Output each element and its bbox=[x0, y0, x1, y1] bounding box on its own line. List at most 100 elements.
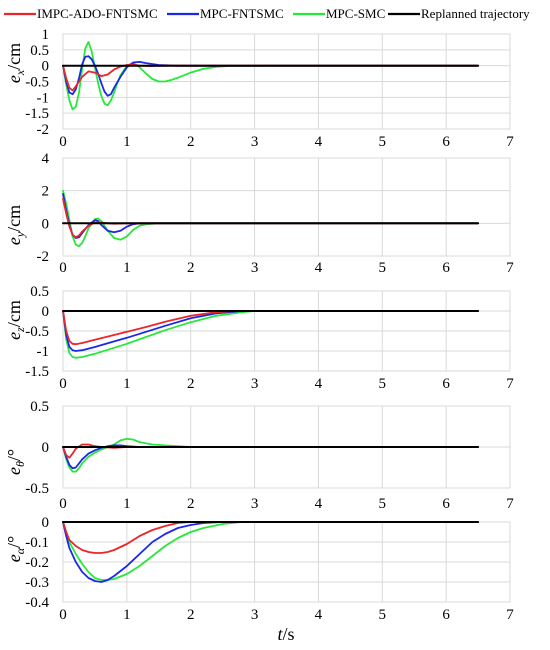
y-tick-label: -1 bbox=[37, 90, 50, 106]
x-tick-label: 6 bbox=[442, 260, 450, 276]
y-tick-label: 0 bbox=[42, 59, 50, 75]
y-tick-label: -0.2 bbox=[25, 555, 49, 571]
series-line-mpc-fntsmc bbox=[62, 193, 479, 239]
panel-1: 0 1 2 3 4 5 6 7 4 2 0 -2 ey/cm bbox=[4, 151, 514, 276]
x-tick-label: 1 bbox=[123, 607, 131, 623]
y-tick-label: 0 bbox=[42, 440, 50, 456]
x-tick-label: 7 bbox=[506, 260, 514, 276]
x-tick-label: 0 bbox=[59, 260, 67, 276]
y-tick-label: 0.5 bbox=[30, 43, 49, 59]
series-line-mpc-fntsmc bbox=[62, 310, 479, 352]
panel-4: 0 1 2 3 4 5 6 7 0 -0.1 -0.2 -0.3 -0.4 eα/° t/s bbox=[4, 515, 514, 644]
x-tick-label: 2 bbox=[187, 260, 195, 276]
x-tick-label: 2 bbox=[187, 134, 195, 150]
y-axis-label-unit: /cm bbox=[4, 205, 24, 232]
x-tick-label: 4 bbox=[315, 607, 323, 623]
y-tick-label: 0 bbox=[42, 216, 50, 232]
y-tick-label: 0 bbox=[42, 304, 50, 320]
y-axis-label-sub: α bbox=[13, 547, 27, 554]
y-tick-label: -0.5 bbox=[25, 481, 49, 497]
x-tick-label: 6 bbox=[442, 376, 450, 392]
x-tick-label: 6 bbox=[442, 134, 450, 150]
legend: IMPC-ADO-FNTSMC MPC-FNTSMC MPC-SMC Replanne… bbox=[4, 6, 530, 21]
y-axis-label-unit: /cm bbox=[4, 43, 24, 70]
x-tick-label: 4 bbox=[315, 496, 323, 512]
y-axis-label: eα/° bbox=[4, 536, 27, 563]
y-axis-label: ez/cm bbox=[4, 300, 27, 340]
x-tick-label: 7 bbox=[506, 376, 514, 392]
series-line-mpc-smc bbox=[62, 437, 479, 473]
y-tick-label: -1.5 bbox=[25, 106, 49, 122]
y-axis-label-main: e bbox=[4, 332, 24, 340]
y-axis-label-sub: x bbox=[13, 69, 27, 76]
legend-label-0: IMPC-ADO-FNTSMC bbox=[37, 6, 158, 21]
series-line-mpc-fntsmc bbox=[62, 55, 479, 97]
x-tick-label: 2 bbox=[187, 376, 195, 392]
x-tick-label: 7 bbox=[506, 496, 514, 512]
y-tick-label: 0.5 bbox=[30, 399, 49, 415]
y-axis-label-sub: z bbox=[13, 327, 27, 333]
x-tick-label: 1 bbox=[123, 260, 131, 276]
series-line-mpc-fntsmc bbox=[62, 521, 479, 583]
y-axis-label-sub: y bbox=[13, 231, 27, 238]
y-tick-label: -1.5 bbox=[25, 364, 49, 380]
y-axis-label-main: e bbox=[4, 237, 24, 245]
x-tick-label: 1 bbox=[123, 496, 131, 512]
y-tick-label: -2 bbox=[37, 122, 50, 138]
x-tick-label: 6 bbox=[442, 607, 450, 623]
x-tick-label: 4 bbox=[315, 134, 323, 150]
x-tick-label: 2 bbox=[187, 496, 195, 512]
x-tick-label: 5 bbox=[379, 607, 387, 623]
y-tick-label: 1 bbox=[42, 27, 50, 43]
y-axis-label-unit: /° bbox=[4, 449, 24, 461]
panel-2: 0 1 2 3 4 5 6 7 0.5 0 -0.5 -1 -1.5 ez/cm bbox=[4, 284, 514, 392]
y-tick-label: -0.3 bbox=[25, 575, 49, 591]
series-line-mpc-smc bbox=[62, 41, 479, 111]
y-tick-label: -0.1 bbox=[25, 535, 49, 551]
y-tick-label: 2 bbox=[42, 184, 50, 200]
x-tick-label: 7 bbox=[506, 607, 514, 623]
legend-label-3: Replanned trajectory bbox=[421, 6, 530, 21]
x-tick-label: 3 bbox=[251, 496, 259, 512]
x-tick-label: 2 bbox=[187, 607, 195, 623]
y-tick-label: 4 bbox=[42, 151, 50, 167]
y-tick-label: -0.5 bbox=[25, 324, 49, 340]
y-axis-label-unit: /° bbox=[4, 536, 24, 548]
x-tick-label: 3 bbox=[251, 134, 259, 150]
y-axis-label: ex/cm bbox=[4, 43, 27, 83]
panel-3: 0 1 2 3 4 5 6 70.50-0.5eθ/° bbox=[4, 399, 514, 512]
series-line-mpc-fntsmc bbox=[62, 444, 479, 470]
x-tick-label: 0 bbox=[59, 376, 67, 392]
y-axis-label-unit: /cm bbox=[4, 300, 24, 327]
y-axis-label: eθ/° bbox=[4, 449, 27, 475]
series-line-mpc-smc bbox=[62, 189, 479, 248]
series-line-impc-ado-fntsmc bbox=[62, 521, 479, 554]
series-line-mpc-smc bbox=[62, 310, 479, 359]
y-axis-label: ey/cm bbox=[4, 205, 27, 245]
y-tick-label: 0.5 bbox=[30, 284, 49, 300]
x-tick-label: 5 bbox=[379, 260, 387, 276]
x-tick-label: 4 bbox=[315, 376, 323, 392]
x-tick-label: 0 bbox=[59, 134, 67, 150]
x-tick-label: 6 bbox=[442, 496, 450, 512]
x-axis-label: t/s bbox=[277, 624, 294, 644]
x-axis-label-unit: /s bbox=[283, 624, 295, 644]
y-tick-label: -1 bbox=[37, 344, 50, 360]
x-tick-label: 3 bbox=[251, 376, 259, 392]
legend-label-2: MPC-SMC bbox=[326, 6, 385, 21]
plot-area bbox=[62, 33, 511, 130]
x-tick-label: 3 bbox=[251, 607, 259, 623]
x-tick-label: 1 bbox=[123, 134, 131, 150]
x-tick-label: 5 bbox=[379, 376, 387, 392]
x-tick-label: 7 bbox=[506, 134, 514, 150]
x-tick-label: 4 bbox=[315, 260, 323, 276]
plot-area bbox=[62, 157, 511, 257]
panel-0: 0 1 2 3 4 5 6 710.50-0.5-1-1.5-2ex/cm bbox=[4, 27, 514, 150]
y-tick-label: -0.4 bbox=[25, 595, 49, 611]
x-tick-label: 0 bbox=[59, 607, 67, 623]
y-axis-label-sub: θ bbox=[13, 461, 27, 467]
series-line-impc-ado-fntsmc bbox=[62, 197, 479, 239]
x-tick-label: 5 bbox=[379, 496, 387, 512]
